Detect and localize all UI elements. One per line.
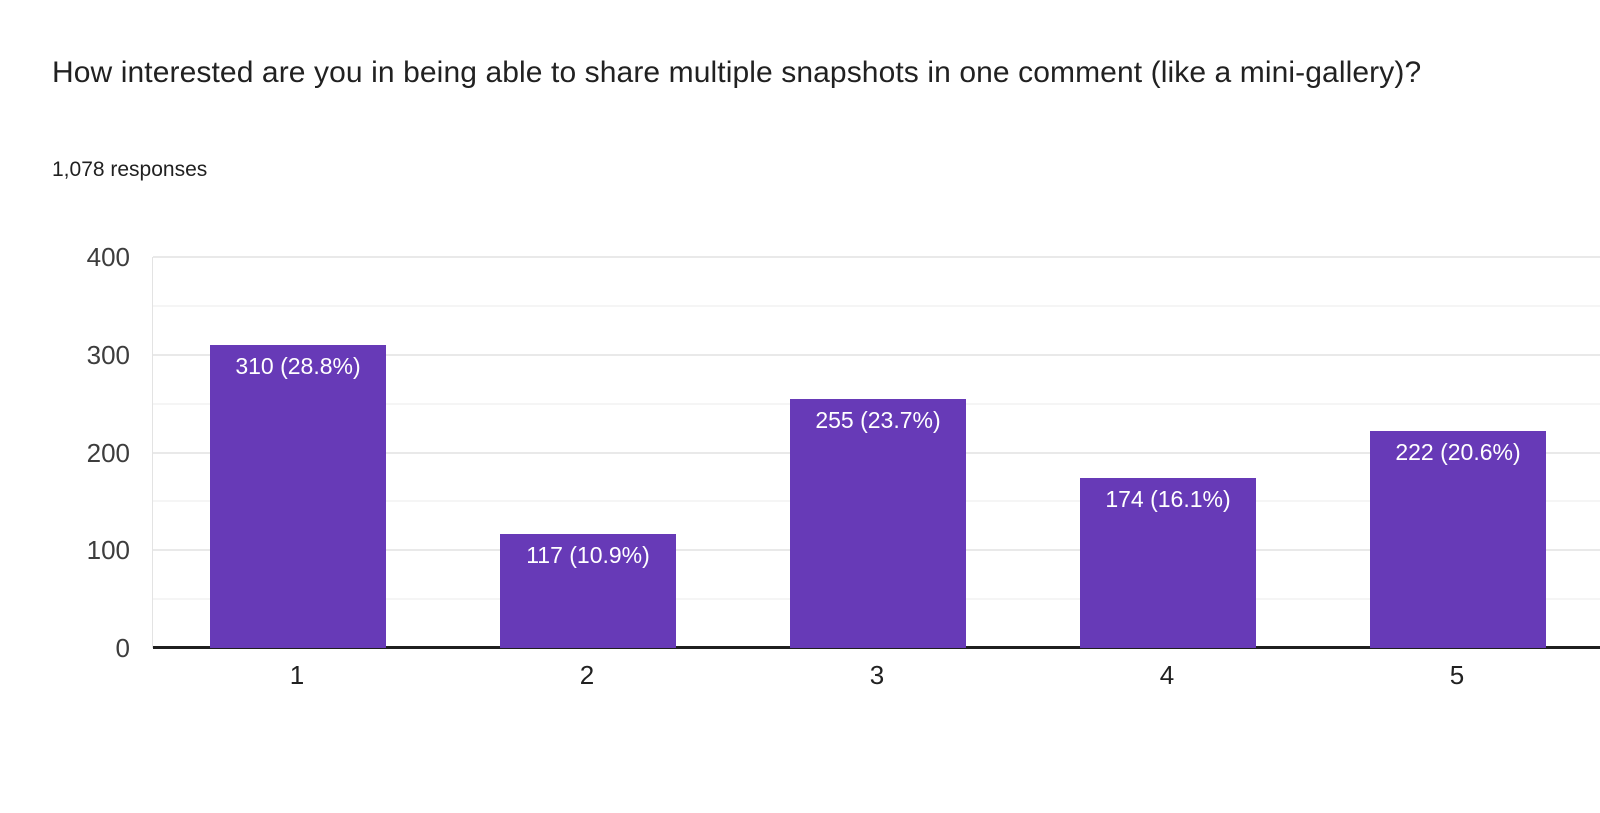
- y-axis-tick-label: 200: [86, 437, 130, 468]
- x-axis-tick-label: 5: [1449, 660, 1465, 690]
- plot-area: 310 (28.8%) 117 (10.9%) 255 (23.7%) 174 (16…: [152, 256, 1600, 649]
- x-axis-tick-label: 4: [1159, 660, 1175, 690]
- bar-category-4[interactable]: 174 (16.1%): [1080, 478, 1256, 648]
- bar-value-label: 310 (28.8%): [235, 353, 361, 379]
- bar-value-label: 255 (23.7%): [815, 407, 941, 433]
- minor-gridline: [153, 304, 1600, 307]
- y-axis-tick-label: 400: [86, 242, 130, 272]
- x-axis-tick-label: 1: [289, 660, 305, 690]
- bar-category-3[interactable]: 255 (23.7%): [790, 399, 966, 648]
- y-axis-tick-label: 300: [86, 339, 130, 370]
- bar-category-2[interactable]: 117 (10.9%): [500, 534, 676, 648]
- bar-value-label: 117 (10.9%): [526, 542, 650, 568]
- bar-category-1[interactable]: 310 (28.8%): [210, 345, 386, 648]
- y-axis-tick-label: 0: [115, 633, 130, 663]
- bar-category-5[interactable]: 222 (20.6%): [1370, 431, 1546, 648]
- y-axis-tick-label: 100: [86, 535, 130, 566]
- question-title: How interested are you in being able to …: [52, 56, 1422, 89]
- bar-value-label: 222 (20.6%): [1395, 439, 1521, 465]
- bar-value-label: 174 (16.1%): [1105, 486, 1231, 512]
- x-axis-tick-label: 2: [579, 660, 595, 690]
- major-gridline: [153, 256, 1600, 258]
- x-axis-tick-label: 3: [869, 660, 885, 690]
- major-gridline: [153, 353, 1600, 356]
- responses-count: 1,078 responses: [52, 158, 208, 181]
